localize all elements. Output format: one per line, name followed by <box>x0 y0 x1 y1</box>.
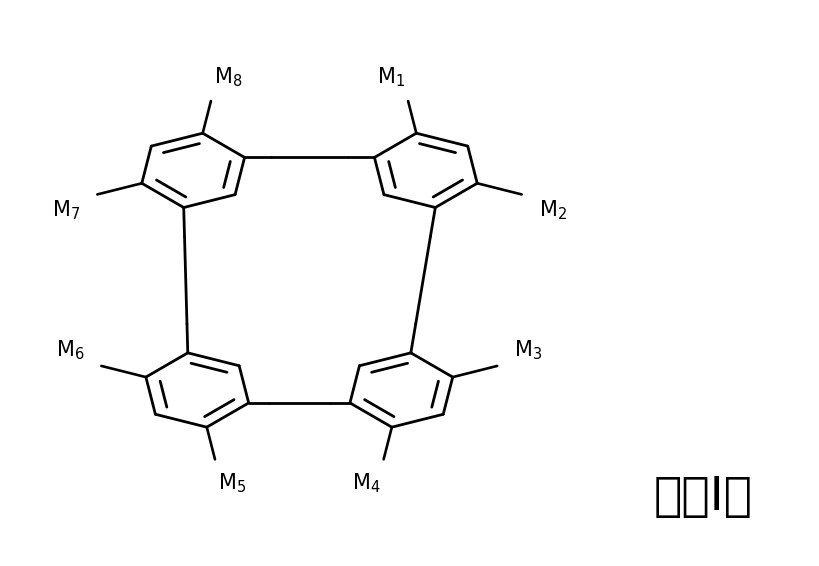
Text: 式（Ⅰ）: 式（Ⅰ） <box>654 474 753 520</box>
Text: $\mathregular{M}_{2}$: $\mathregular{M}_{2}$ <box>539 199 567 222</box>
Text: $\mathregular{M}_{5}$: $\mathregular{M}_{5}$ <box>218 471 247 495</box>
Text: $\mathregular{M}_{7}$: $\mathregular{M}_{7}$ <box>52 199 80 222</box>
Text: $\mathregular{M}_{1}$: $\mathregular{M}_{1}$ <box>377 65 405 89</box>
Text: $\mathregular{M}_{8}$: $\mathregular{M}_{8}$ <box>214 65 242 89</box>
Text: $\mathregular{M}_{6}$: $\mathregular{M}_{6}$ <box>56 338 84 362</box>
Text: $\mathregular{M}_{4}$: $\mathregular{M}_{4}$ <box>352 471 381 495</box>
Text: $\mathregular{M}_{3}$: $\mathregular{M}_{3}$ <box>514 338 542 362</box>
